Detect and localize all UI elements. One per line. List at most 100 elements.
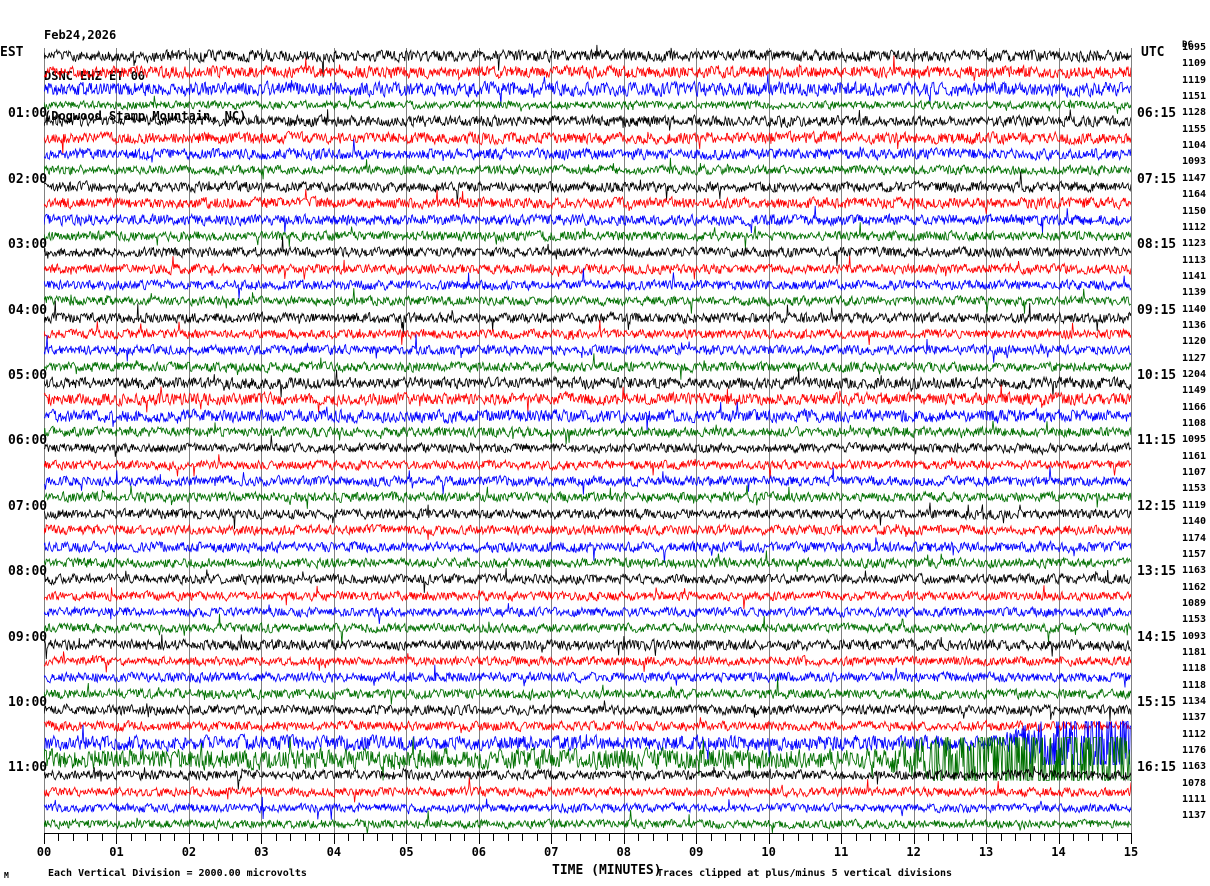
est-time-label: 10:00	[8, 695, 48, 710]
seismic-trace	[44, 230, 1131, 274]
x-tick-major	[1058, 833, 1060, 844]
utc-time-label: 12:15	[1137, 498, 1177, 514]
seismic-trace	[44, 574, 1131, 618]
x-tick-minor	[826, 833, 828, 841]
grid-line-minute-02	[188, 48, 190, 833]
seismic-trace	[44, 737, 1131, 781]
seismic-trace	[44, 394, 1131, 438]
x-tick-minor	[812, 833, 814, 841]
grid-line-minute-12	[913, 48, 915, 833]
x-tick-minor	[638, 833, 640, 841]
est-time-label: 11:00	[8, 760, 48, 776]
x-tick-major	[333, 833, 335, 844]
x-tick-major	[188, 833, 190, 844]
dc-value-label: 1118	[1182, 679, 1207, 691]
x-tick-label: 13	[978, 845, 994, 859]
x-tick-minor	[203, 833, 205, 841]
utc-time-label: 10:15	[1137, 368, 1177, 383]
seismic-trace	[44, 753, 1131, 797]
seismic-trace	[44, 541, 1131, 585]
dc-value-label: 1109	[1182, 58, 1207, 70]
seismic-trace	[44, 296, 1131, 340]
x-tick-minor	[1000, 833, 1002, 841]
dc-value-label: 1093	[1182, 630, 1207, 642]
x-tick-major	[1131, 833, 1132, 844]
x-tick-minor	[493, 833, 495, 841]
seismic-trace	[44, 263, 1131, 307]
dc-value-label: 1118	[1182, 663, 1207, 675]
grid-line-minute-08	[623, 48, 625, 833]
dc-value-label: 1139	[1182, 287, 1207, 299]
x-tick-minor	[928, 833, 930, 841]
dc-value-label: 1164	[1182, 189, 1207, 201]
dc-value-label: 1112	[1182, 221, 1207, 233]
seismic-trace	[44, 459, 1131, 503]
dc-value-label: 1134	[1182, 696, 1207, 707]
x-tick-minor	[246, 833, 248, 841]
utc-time-label: 14:15	[1137, 629, 1177, 645]
seismic-trace	[44, 606, 1131, 650]
utc-time-label: 16:15	[1137, 760, 1177, 776]
seismic-trace	[44, 410, 1131, 454]
x-tick-minor	[507, 833, 509, 841]
seismic-trace	[44, 525, 1131, 569]
footer-left-mark: M	[4, 871, 9, 880]
x-tick-minor	[609, 833, 611, 841]
utc-time-label: 07:15	[1137, 171, 1177, 187]
x-tick-minor	[594, 833, 596, 841]
dc-value-label: 1127	[1182, 352, 1207, 364]
x-tick-minor	[174, 833, 176, 841]
seismic-trace	[44, 165, 1131, 209]
est-time-label: 05:00	[8, 368, 48, 383]
x-tick-label: 06	[471, 845, 487, 859]
x-tick-minor	[725, 833, 727, 841]
dc-value-label: 1141	[1182, 270, 1207, 282]
dc-value-label: 1136	[1182, 319, 1207, 331]
utc-time-label: 11:15	[1137, 433, 1177, 449]
x-tick-label: 03	[254, 845, 269, 859]
x-tick-minor	[884, 833, 886, 841]
x-tick-minor	[739, 833, 741, 841]
x-axis-line	[44, 833, 1132, 834]
x-tick-label: 09	[688, 845, 704, 859]
seismic-trace	[44, 720, 1131, 765]
seismic-trace	[44, 475, 1131, 519]
x-tick-minor	[754, 833, 756, 841]
seismic-trace	[44, 623, 1131, 667]
x-tick-label: 00	[36, 845, 52, 859]
est-time-label: 02:00	[8, 171, 48, 187]
header-date: Feb24,2026	[44, 28, 117, 42]
seismic-trace	[44, 361, 1131, 405]
utc-time-label: 06:15	[1137, 106, 1177, 122]
est-time-label: 03:00	[8, 237, 48, 253]
x-tick-label: 11	[833, 845, 849, 859]
seismic-trace	[44, 672, 1131, 716]
x-tick-minor	[1087, 833, 1089, 841]
x-tick-minor	[232, 833, 234, 841]
seismic-trace	[44, 116, 1131, 160]
x-tick-minor	[1102, 833, 1103, 841]
x-tick-minor	[290, 833, 292, 841]
seismic-trace	[44, 443, 1131, 487]
x-axis-title: TIME (MINUTES)	[552, 863, 662, 878]
grid-line-minute-15	[1131, 48, 1132, 833]
x-tick-major	[406, 833, 408, 844]
x-tick-minor	[420, 833, 422, 841]
seismic-trace	[44, 83, 1131, 127]
x-tick-major	[551, 833, 553, 844]
x-tick-minor	[319, 833, 321, 841]
x-tick-minor	[145, 833, 147, 841]
x-tick-major	[478, 833, 480, 844]
est-time-label: 06:00	[8, 433, 48, 449]
x-tick-minor	[710, 833, 712, 841]
seismic-trace	[44, 655, 1131, 699]
est-time-label: 08:00	[8, 564, 48, 580]
utc-time-label: 13:15	[1137, 564, 1177, 580]
x-tick-major	[696, 833, 698, 844]
x-tick-minor	[667, 833, 669, 841]
dc-value-label: 1119	[1182, 74, 1207, 86]
x-tick-major	[623, 833, 625, 844]
grid-line-minute-14	[1058, 48, 1060, 833]
x-tick-minor	[942, 833, 944, 841]
